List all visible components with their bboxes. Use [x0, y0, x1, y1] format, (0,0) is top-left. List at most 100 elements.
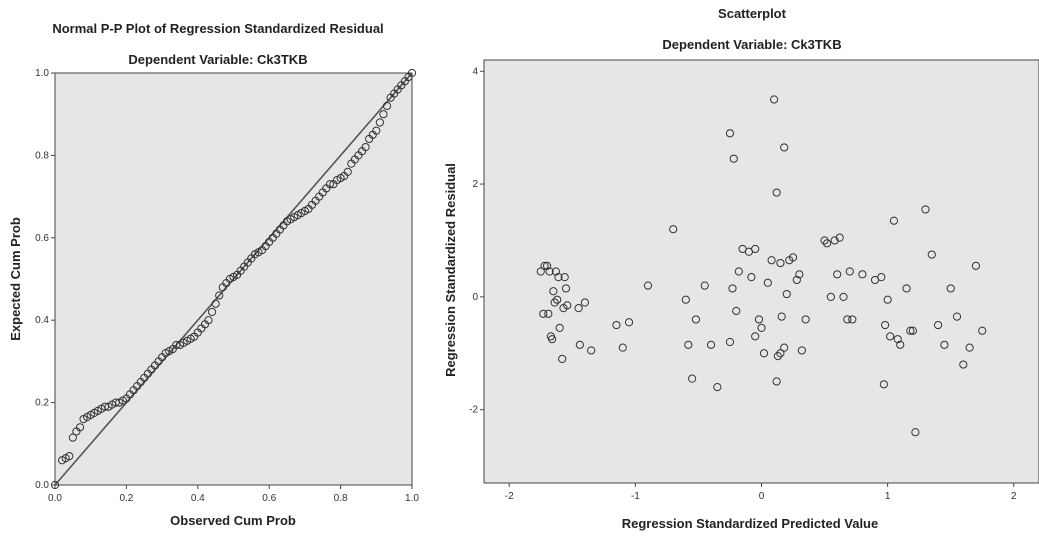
pp-point — [215, 291, 224, 300]
scatter-point — [822, 239, 832, 248]
scatter-point — [561, 284, 571, 293]
scatter-point — [713, 383, 722, 392]
scatter-x-tick-label: -2 — [505, 491, 514, 502]
scatter-point — [550, 298, 559, 307]
pp-point — [343, 167, 352, 176]
scatter-point — [877, 273, 886, 282]
scatter-point — [618, 343, 627, 352]
scatter-point — [881, 320, 890, 330]
scatter-point — [772, 377, 781, 386]
scatter-point — [795, 270, 804, 279]
scatter-point — [792, 275, 801, 285]
scatter-point — [959, 360, 968, 369]
scatter-point — [558, 354, 567, 364]
scatter-point — [770, 95, 779, 104]
pp-plot: Normal P-P Plot of Regression Standardiz… — [8, 21, 419, 528]
pp-y-tick-label: 0.8 — [35, 150, 49, 161]
scatter-point — [788, 253, 798, 262]
scatter-point — [902, 284, 911, 293]
scatter-point — [773, 352, 782, 361]
scatter-y-axis: -2 0 2 4 — [469, 66, 484, 416]
pp-point — [325, 180, 334, 189]
pp-y-tick-label: 0.2 — [35, 398, 49, 409]
scatter-point — [544, 309, 553, 318]
scatter-point — [848, 315, 857, 324]
scatter-point — [776, 258, 785, 268]
scatter-point — [776, 349, 785, 358]
scatter-point — [688, 374, 697, 383]
scatter-point — [691, 315, 701, 324]
pp-point — [379, 110, 388, 119]
pp-x-axis: 0.0 0.2 0.4 0.6 0.8 1.0 — [48, 485, 419, 504]
scatter-point — [879, 380, 888, 389]
scatter-point — [833, 270, 842, 279]
scatter-point — [575, 340, 584, 349]
scatter-point — [546, 332, 555, 341]
scatter-point — [946, 284, 955, 293]
scatter-point — [551, 267, 560, 276]
scatter-point — [767, 256, 776, 265]
scatter-point — [843, 315, 852, 324]
scatter-point — [560, 273, 569, 282]
scatter-marks — [536, 95, 987, 437]
scatter-point — [757, 323, 766, 332]
scatter-point — [971, 261, 981, 270]
scatter-point — [883, 295, 892, 304]
pp-marks — [50, 68, 417, 490]
pp-point — [75, 423, 85, 432]
scatter-point — [780, 343, 789, 352]
scatter-point — [759, 349, 769, 358]
scatter-point — [889, 216, 899, 225]
scatter-point — [835, 233, 844, 242]
scatter-point — [906, 326, 915, 335]
scatter-point — [754, 315, 764, 324]
scatter-point — [886, 332, 895, 341]
scatter-point — [797, 346, 806, 355]
scatter-title: Scatterplot — [718, 6, 787, 21]
pp-point — [361, 143, 370, 152]
scatter-point — [732, 306, 741, 316]
scatter-point — [751, 244, 760, 254]
scatter-plot-area — [483, 59, 1039, 484]
scatter-x-tick-label: 0 — [759, 491, 765, 502]
scatter-point — [580, 298, 590, 307]
scatter-point — [554, 273, 563, 282]
scatter-point — [574, 304, 583, 313]
scatter-point — [933, 320, 943, 330]
scatter-y-tick-label: 2 — [472, 179, 478, 190]
scatter-point — [643, 281, 653, 290]
scatter-point — [845, 267, 854, 276]
scatter-point — [830, 236, 839, 245]
scatter-point — [549, 287, 558, 296]
pp-point — [204, 316, 213, 325]
scatter-point — [751, 332, 760, 341]
scatter-point — [801, 315, 810, 324]
pp-point — [65, 452, 74, 461]
pp-x-tick-label: 0.6 — [262, 493, 276, 504]
pp-x-axis-title: Observed Cum Prob — [170, 513, 296, 528]
pp-point — [211, 299, 220, 308]
scatter-point — [839, 292, 848, 301]
scatter-point — [725, 337, 735, 347]
pp-x-tick-label: 0.2 — [119, 493, 133, 504]
scatter-point — [725, 129, 735, 138]
pp-point — [375, 118, 384, 127]
scatter-point — [940, 340, 949, 349]
scatter-point — [952, 312, 962, 321]
pp-plot-subtitle: Dependent Variable: Ck3TKB — [128, 52, 307, 67]
scatter-point — [540, 261, 549, 270]
pp-point — [372, 126, 381, 135]
pp-y-tick-label: 0.6 — [35, 233, 49, 244]
pp-y-tick-label: 0.4 — [35, 315, 49, 326]
scatter-point — [587, 346, 596, 355]
scatter-y-tick-label: -2 — [469, 405, 478, 416]
scatter-subtitle: Dependent Variable: Ck3TKB — [662, 37, 841, 52]
scatterplot: Scatterplot Dependent Variable: Ck3TKB -… — [443, 6, 1039, 531]
scatter-point — [624, 318, 634, 327]
scatter-x-tick-label: -1 — [631, 491, 640, 502]
pp-x-tick-label: 0.0 — [48, 493, 62, 504]
scatter-point — [536, 267, 545, 276]
scatter-point — [927, 250, 936, 259]
scatter-point — [734, 267, 743, 276]
